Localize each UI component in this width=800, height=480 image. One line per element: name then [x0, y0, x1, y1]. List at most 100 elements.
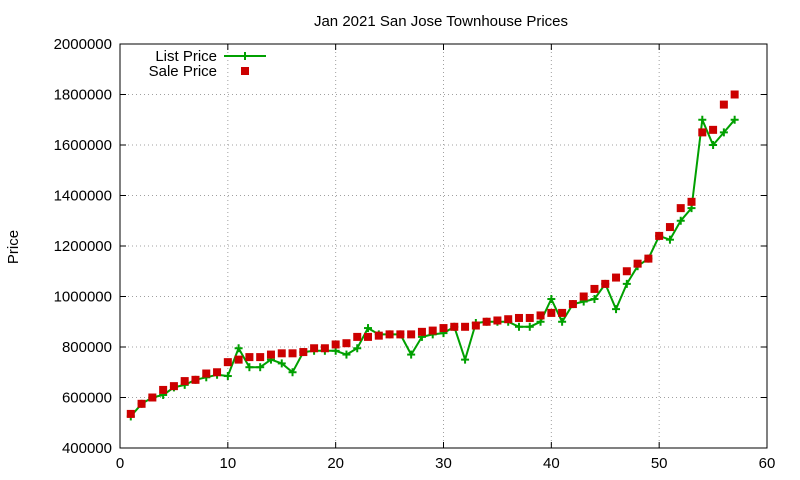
sale-price-point	[471, 321, 480, 330]
y-axis-label: Price	[5, 230, 22, 264]
sale-price-point	[202, 369, 211, 378]
sale-price-point	[407, 330, 416, 339]
x-tick-label: 40	[543, 455, 560, 472]
plot-frame	[119, 43, 768, 449]
list-price-point	[364, 324, 373, 333]
sale-price-point	[547, 308, 556, 317]
sale-price-point	[655, 231, 664, 240]
list-price-point	[407, 350, 416, 359]
y-tick-label: 2000000	[54, 36, 112, 53]
y-tick-label: 1200000	[54, 238, 112, 255]
legend-marker-sale-price	[241, 67, 249, 75]
sale-price-point	[504, 315, 513, 324]
list-price-point	[525, 322, 534, 331]
sale-price-point	[374, 331, 383, 340]
sale-price-point	[245, 353, 254, 362]
sale-price-point	[299, 348, 308, 357]
sale-price-point	[579, 292, 588, 301]
sale-price-point	[536, 311, 545, 320]
list-price-point	[698, 115, 707, 124]
sale-price-point	[622, 267, 631, 276]
sale-price-point	[320, 344, 329, 353]
sale-price-point	[191, 375, 200, 384]
x-tick-label: 0	[116, 455, 124, 472]
list-price-point	[342, 350, 351, 359]
legend-plus-glyph	[241, 52, 249, 60]
sale-price-point	[288, 349, 297, 358]
sale-price-point	[514, 313, 523, 322]
list-price-point	[676, 216, 685, 225]
x-tick-label: 30	[435, 455, 452, 472]
sale-price-point	[450, 322, 459, 331]
gridlines	[120, 44, 767, 448]
list-price-point	[665, 235, 674, 244]
sale-price-point	[310, 344, 319, 353]
sale-price-point	[482, 317, 491, 326]
sale-price-point	[256, 353, 265, 362]
sale-price-point	[277, 349, 286, 358]
sale-price-point	[385, 330, 394, 339]
sale-price-point	[644, 254, 653, 263]
sale-price-point	[428, 326, 437, 335]
list-price-point	[547, 295, 556, 304]
list-price-point	[558, 317, 567, 326]
x-tick-label: 60	[759, 455, 776, 472]
sale-price-point	[169, 382, 178, 391]
plot-area	[126, 90, 739, 421]
list-price-point	[461, 355, 470, 364]
y-tick-label: 600000	[62, 390, 112, 407]
y-tick-label: 1600000	[54, 137, 112, 154]
y-tick-label: 1800000	[54, 87, 112, 104]
sale-price-point	[612, 273, 621, 282]
list-price-point	[709, 141, 718, 149]
y-tick-label: 800000	[62, 339, 112, 356]
sale-price-point	[633, 259, 642, 268]
sale-price-point	[461, 322, 470, 331]
sale-price-point	[730, 90, 739, 99]
sale-price-point	[159, 385, 168, 394]
chart-title: Jan 2021 San Jose Townhouse Prices	[314, 13, 568, 30]
sale-price-point	[439, 324, 448, 333]
list-price-point	[514, 322, 523, 331]
list-price-point	[622, 279, 631, 288]
sale-price-point	[417, 327, 426, 336]
sale-price-point	[558, 308, 567, 317]
list-price-line	[130, 118, 736, 418]
legend-marker-list-price	[241, 52, 249, 60]
legend-label-list-price: List Price	[155, 48, 217, 65]
legend-label-sale-price: Sale Price	[149, 63, 217, 80]
list-price-point	[719, 128, 728, 137]
sale-price-point	[331, 340, 340, 349]
list-price-point	[223, 372, 232, 381]
sale-price-point	[364, 332, 373, 341]
sale-price-point	[568, 300, 577, 309]
list-price-point	[234, 344, 243, 353]
sale-price-point	[137, 399, 146, 408]
sale-price-point	[525, 313, 534, 322]
list-price-point	[590, 295, 599, 304]
x-tick-label: 10	[219, 455, 236, 472]
sale-price-point	[213, 368, 222, 377]
sale-price-point	[126, 409, 135, 418]
sale-price-point	[698, 128, 707, 137]
x-tick-label: 50	[651, 455, 668, 472]
y-tick-label: 1400000	[54, 188, 112, 205]
list-price-point	[288, 368, 297, 377]
list-price-point	[277, 359, 286, 368]
sale-price-point	[676, 204, 685, 213]
sale-price-point	[709, 125, 718, 134]
sale-price-point	[223, 358, 232, 367]
y-tick-label: 1000000	[54, 289, 112, 306]
tick-labels: 0 10 20 30 40 50 60 400000 600000 800000 1000000 12…	[54, 36, 776, 472]
list-price-point	[245, 363, 254, 372]
list-price-point	[353, 344, 362, 353]
sale-price-point	[234, 355, 243, 364]
sale-price-point	[590, 284, 599, 293]
sale-price-point	[719, 100, 728, 109]
list-price-point	[612, 305, 621, 314]
list-price-point	[256, 363, 265, 372]
sale-price-point	[180, 377, 189, 386]
y-tick-label: 400000	[62, 440, 112, 457]
sale-price-point	[342, 339, 351, 348]
